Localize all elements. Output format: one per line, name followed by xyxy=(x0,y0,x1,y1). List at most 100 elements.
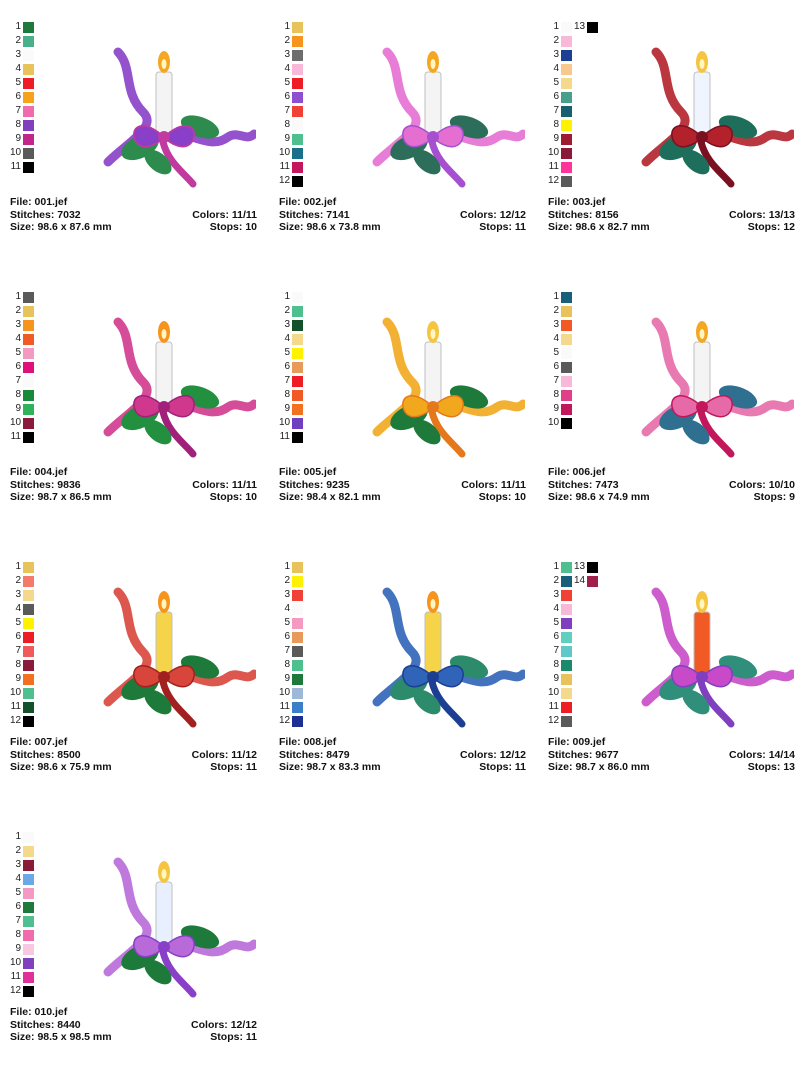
design-card[interactable]: 1 2 3 4 5 6 7 8 9 10 11 12 File: 007.jef Stitches: 85… xyxy=(10,560,257,788)
stitches-line: Stitches: 8440 Colors: 12/12 xyxy=(10,1019,257,1032)
stops-label: Stops: xyxy=(753,491,790,503)
thread-swatch xyxy=(292,715,303,727)
thread-color-item: 1 xyxy=(548,560,572,574)
colors-value: 12/12 xyxy=(230,1018,257,1031)
bow-loop xyxy=(402,125,435,148)
thread-number: 6 xyxy=(15,631,21,642)
thread-number: 6 xyxy=(553,361,559,372)
thread-swatch xyxy=(561,589,572,601)
thread-color-item: 11 xyxy=(10,700,34,714)
thread-number: 1 xyxy=(284,291,290,302)
thread-number: 3 xyxy=(15,49,21,60)
design-card[interactable]: 1 2 3 4 5 6 7 8 9 10 11 12 File: 010.jef Stitches: 84… xyxy=(10,830,257,1058)
bow-loop xyxy=(431,665,464,688)
thread-number: 13 xyxy=(574,561,586,572)
thread-color-item: 1 xyxy=(10,20,34,34)
design-card[interactable]: 1 2 3 4 5 6 7 8 9 10 11 File: 001.jef Stitches: 7032… xyxy=(10,20,257,248)
thread-swatch xyxy=(292,659,303,671)
bow-loop xyxy=(671,125,704,148)
design-info: File: 002.jef Stitches: 7141 Colors: 12/12… xyxy=(279,196,526,234)
design-card[interactable]: 1 2 3 4 5 6 7 8 9 10 11 12 13 File: 003.jef Stitches: … xyxy=(548,20,795,248)
size-label: Size: xyxy=(10,221,38,233)
bow-loop xyxy=(133,665,166,688)
colors-info: Colors: 13/13 xyxy=(729,209,795,222)
stitches-label: Stitches: xyxy=(548,478,596,491)
colors-label: Colors: xyxy=(191,748,232,761)
thread-color-item: 3 xyxy=(279,48,303,62)
thread-number: 13 xyxy=(574,21,586,32)
thread-number: 6 xyxy=(15,91,21,102)
design-card[interactable]: 1 2 3 4 5 6 7 8 9 10 11 File: 005.jef Stitches: 9235… xyxy=(279,290,526,518)
bow-loop xyxy=(431,395,464,418)
file-line: File: 010.jef xyxy=(10,1006,257,1019)
stops-label: Stops: xyxy=(479,761,515,773)
thread-number: 4 xyxy=(553,333,559,344)
bow-loop xyxy=(431,125,464,148)
thread-swatch xyxy=(292,105,303,117)
thread-number: 8 xyxy=(553,659,559,670)
thread-color-item: 9 xyxy=(279,402,303,416)
stops-label: Stops: xyxy=(478,491,515,503)
stitches-label: Stitches: xyxy=(10,748,58,761)
thread-color-item: 11 xyxy=(279,160,303,174)
thread-color-item: 10 xyxy=(10,416,34,430)
thread-number: 8 xyxy=(284,119,290,130)
thread-number: 1 xyxy=(15,561,21,572)
stops-label: Stops: xyxy=(210,761,246,773)
thread-swatch xyxy=(23,715,34,727)
size-line: Size: 98.4 x 82.1 mm Stops: 10 xyxy=(279,491,526,504)
stitches-line: Stitches: 9677 Colors: 14/14 xyxy=(548,749,795,762)
thread-swatch xyxy=(292,319,303,331)
file-line: File: 001.jef xyxy=(10,196,257,209)
thread-color-item: 1 xyxy=(548,290,572,304)
design-card[interactable]: 1 2 3 4 5 6 7 8 9 10 11 File: 004.jef Stitches: 9836… xyxy=(10,290,257,518)
stitches-value: 9836 xyxy=(57,478,81,491)
thread-color-item: 3 xyxy=(548,588,572,602)
stitches-value: 7141 xyxy=(326,208,350,221)
holly-leaf xyxy=(413,689,441,715)
design-card[interactable]: 1 2 3 4 5 6 7 8 9 10 11 12 File: 008.jef Stitches: 84… xyxy=(279,560,526,788)
thread-color-item: 9 xyxy=(548,402,572,416)
colors-value: 11/11 xyxy=(231,208,257,221)
design-card[interactable]: 1 2 3 4 5 6 7 8 9 10 11 12 File: 002.jef Stitches: 71… xyxy=(279,20,526,248)
thread-color-item: 13 xyxy=(574,560,598,574)
thread-color-item: 7 xyxy=(10,914,34,928)
thread-swatch xyxy=(23,929,34,941)
stops-value: 11 xyxy=(245,761,257,773)
thread-number: 1 xyxy=(15,291,21,302)
stitches-line: Stitches: 8479 Colors: 12/12 xyxy=(279,749,526,762)
ribbon-tail xyxy=(159,948,197,998)
thread-color-item: 1 xyxy=(10,830,34,844)
thread-number: 6 xyxy=(15,901,21,912)
thread-number: 1 xyxy=(284,21,290,32)
design-info: File: 005.jef Stitches: 9235 Colors: 11/11… xyxy=(279,466,526,504)
thread-color-item: 6 xyxy=(10,90,34,104)
stops-info: Stops: 11 xyxy=(479,221,526,234)
colors-value: 12/12 xyxy=(499,208,526,221)
thread-number: 10 xyxy=(10,417,22,428)
thread-color-item: 4 xyxy=(548,62,572,76)
thread-swatch xyxy=(292,35,303,47)
thread-color-item: 7 xyxy=(10,644,34,658)
thread-swatch xyxy=(561,91,572,103)
thread-swatch xyxy=(561,631,572,643)
design-info: File: 003.jef Stitches: 8156 Colors: 13/13… xyxy=(548,196,795,234)
thread-number: 1 xyxy=(553,291,559,302)
thread-number: 9 xyxy=(284,673,290,684)
bow-knot xyxy=(427,401,439,413)
thread-number: 7 xyxy=(284,375,290,386)
thread-number: 11 xyxy=(10,161,21,172)
thread-color-item: 7 xyxy=(279,644,303,658)
thread-color-item: 4 xyxy=(548,332,572,346)
file-label: File: xyxy=(548,196,573,208)
thread-number: 10 xyxy=(279,687,291,698)
thread-swatch xyxy=(561,21,572,33)
thread-color-item: 9 xyxy=(279,672,303,686)
design-card[interactable]: 1 2 3 4 5 6 7 8 9 10 File: 006.jef Stitches: 7473 Co… xyxy=(548,290,795,518)
file-label: File: xyxy=(548,466,573,478)
design-card[interactable]: 1 2 3 4 5 6 7 8 9 10 11 12 13 14 File: 009.jef Stitches… xyxy=(548,560,795,788)
candle xyxy=(155,611,173,678)
holly-leaf xyxy=(144,419,172,445)
thread-swatch xyxy=(561,49,572,61)
candle-flame-core xyxy=(699,599,705,609)
